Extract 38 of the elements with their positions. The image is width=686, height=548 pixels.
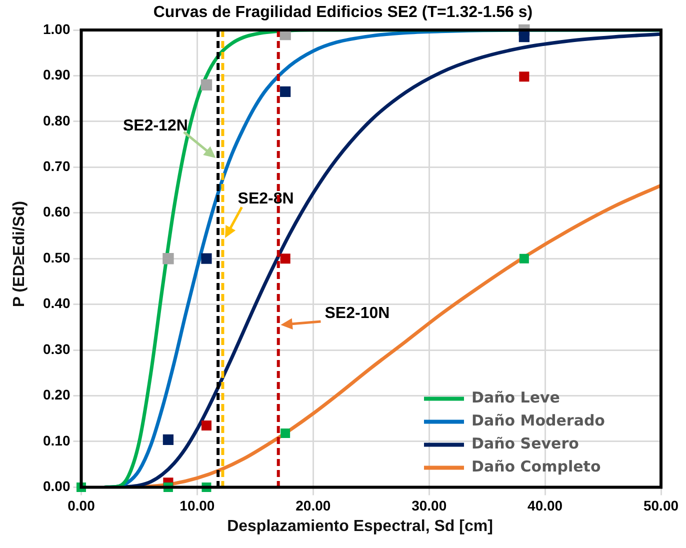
y-axis-title: P (ED≥Edi/Sd) <box>11 200 29 310</box>
point <box>162 253 174 264</box>
point <box>201 420 212 431</box>
point <box>280 86 291 98</box>
point <box>201 253 212 264</box>
point <box>280 428 290 438</box>
y-tick-label: 0.80 <box>43 112 70 128</box>
point <box>280 254 290 264</box>
x-tick-label: 10.00 <box>180 497 215 514</box>
y-tick-label: 0.50 <box>43 249 70 266</box>
x-axis-title: Desplazamiento Espectral, Sd [cm] <box>226 518 494 536</box>
legend-label: Daño Moderado <box>472 412 605 430</box>
x-tick-label: 0.00 <box>68 497 96 514</box>
point <box>162 434 174 445</box>
point <box>519 254 529 264</box>
y-tick-label: 0.40 <box>43 295 70 312</box>
y-tick-label: 0.90 <box>43 66 70 83</box>
legend-label: Daño Completo <box>472 458 601 476</box>
y-tick-label: 0.20 <box>43 386 70 403</box>
x-tick-label: 30.00 <box>412 497 447 514</box>
y-tick-label: 0.00 <box>43 478 70 494</box>
x-tick-label: 40.00 <box>528 497 563 514</box>
y-tick-label: 1.00 <box>43 20 70 37</box>
y-tick-label: 0.30 <box>43 340 70 357</box>
ref-line-label: SE2-8N <box>238 190 294 208</box>
y-tick-label: 0.70 <box>43 158 70 174</box>
y-tick-label: 0.60 <box>43 204 70 220</box>
legend-label: Daño Leve <box>472 388 560 407</box>
y-tick-label: 0.10 <box>43 432 70 448</box>
ref-line-label: SE2-12N <box>122 117 188 134</box>
ref-line-label: SE2-10N <box>324 304 390 322</box>
chart-title: Curvas de Fragilidad Edificios SE2 (T=1.32-1.56 s) <box>152 4 534 22</box>
legend-label: Daño Severo <box>472 434 579 453</box>
point <box>519 72 530 82</box>
point <box>200 79 212 90</box>
point <box>518 32 530 42</box>
x-tick-label: 50.00 <box>643 497 679 514</box>
x-tick-label: 20.00 <box>296 497 331 514</box>
